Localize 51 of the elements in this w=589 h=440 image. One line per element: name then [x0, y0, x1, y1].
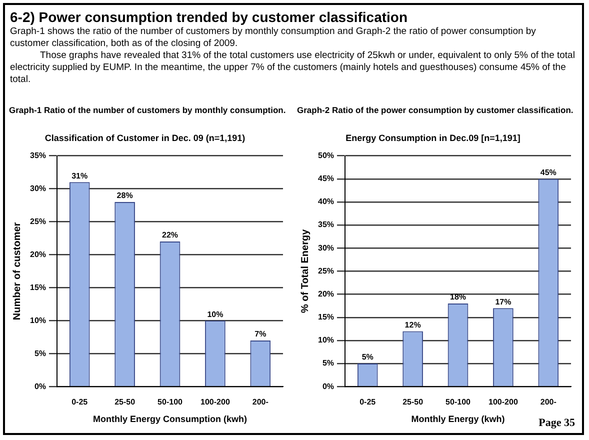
- data-label: 12%: [404, 320, 421, 330]
- data-label: 45%: [540, 168, 556, 178]
- x-tick-label: 100-200: [488, 398, 518, 407]
- data-label: 28%: [116, 191, 133, 200]
- y-tick-label: 15%: [318, 312, 334, 322]
- data-label: 18%: [450, 292, 466, 302]
- y-tick-label: 15%: [30, 282, 46, 292]
- y-tick-label: 0%: [34, 382, 46, 391]
- y-tick-label: 40%: [318, 197, 334, 206]
- text: Page 35: [538, 417, 575, 429]
- data-label: 22%: [162, 230, 178, 240]
- x-tick-label: 25-50: [114, 398, 136, 407]
- y-tick-label: 20%: [30, 250, 46, 259]
- y-tick-label: 50%: [318, 151, 334, 160]
- y-tick-label: 5%: [322, 358, 334, 368]
- y-tick-label: 5%: [34, 348, 46, 358]
- data-label: 31%: [72, 171, 88, 180]
- chart-title: Energy Consumption in Dec.09 [n=1,191]: [346, 132, 520, 143]
- x-tick-label: 200-: [252, 398, 269, 407]
- chart-title: Classification of Customer in Dec. 09 (n=1,191): [44, 132, 246, 143]
- data-label: 17%: [495, 297, 512, 306]
- x-tick-label: 0-25: [72, 398, 88, 407]
- x-tick-label: 0-25: [360, 398, 376, 407]
- x-tick-label: 25-50: [402, 398, 424, 407]
- text: Those graphs have revealed that 31% of the total customers use electricity of 25kwh or under, equivalent to only 5% of the total electricity supplied by EUMP. In the meantime, the upper 7% of the customers (mainly hotels and guesthouses) consume 45% of the total.: [10, 50, 576, 86]
- text: Graph-1 shows the ratio of the number of customers by monthly consumption and Graph-2 the ratio of power consumption by customer classification, both as of the closing of 2009.: [10, 26, 537, 50]
- y-tick-label: 10%: [30, 316, 46, 325]
- x-axis-title: Monthly Energy (kwh): [411, 414, 505, 424]
- data-label: 10%: [207, 310, 224, 319]
- x-axis-title: Monthly Energy Consumption (kwh): [93, 414, 248, 424]
- x-tick-label: 200-: [540, 398, 557, 407]
- y-tick-label: 35%: [30, 151, 46, 160]
- y-tick-label: 45%: [318, 174, 334, 184]
- y-axis-title: % of Total Energy: [300, 228, 311, 314]
- chart-subtitle: Graph-2 Ratio of the power consumption by customer classification.: [296, 105, 574, 117]
- y-axis-title: Number of customer: [12, 222, 23, 320]
- x-tick-label: 100-200: [200, 398, 230, 407]
- y-tick-label: 35%: [318, 220, 334, 230]
- y-tick-label: 30%: [30, 184, 46, 193]
- y-tick-label: 25%: [318, 266, 334, 276]
- y-tick-label: 10%: [318, 336, 334, 345]
- data-label: 5%: [362, 352, 374, 362]
- chart-subtitle: Graph-1 Ratio of the number of customers by monthly consumption.: [8, 105, 287, 117]
- y-tick-label: 20%: [318, 289, 334, 298]
- y-tick-label: 0%: [322, 382, 334, 391]
- y-tick-label: 25%: [30, 216, 46, 226]
- x-tick-label: 50-100: [446, 398, 472, 407]
- y-tick-label: 30%: [318, 243, 334, 252]
- text: 6-2) Power consumption trended by customer classification: [10, 9, 409, 26]
- x-tick-label: 50-100: [158, 398, 184, 407]
- data-label: 7%: [254, 330, 266, 339]
